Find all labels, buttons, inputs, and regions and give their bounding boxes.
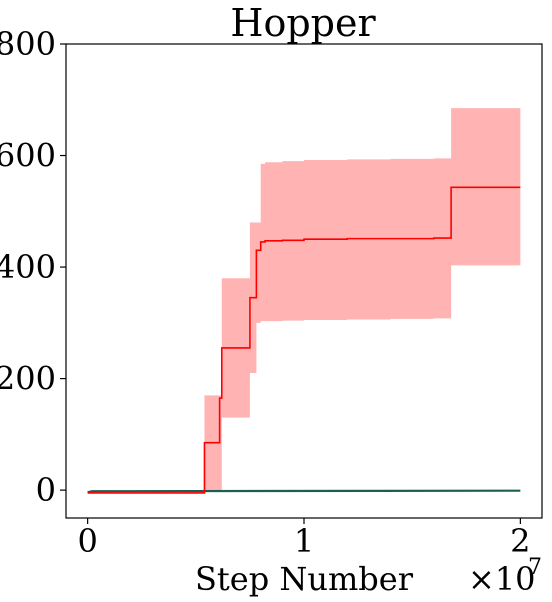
chart-title: Hopper bbox=[230, 1, 376, 45]
y-tick-label: 400 bbox=[0, 248, 56, 286]
x-tick-label: 0 bbox=[77, 522, 97, 560]
series-0-confidence-band bbox=[87, 108, 521, 493]
series-0-line bbox=[87, 186, 521, 494]
x-axis-multiplier: ×10 7 bbox=[468, 555, 542, 598]
x-tick-label: 1 bbox=[294, 522, 314, 560]
x-multiplier-base: ×10 bbox=[468, 560, 536, 598]
plot-area bbox=[87, 108, 521, 494]
y-tick-label: 0 bbox=[36, 471, 56, 509]
x-axis-label: Step Number bbox=[195, 560, 414, 598]
y-tick-label: 800 bbox=[0, 25, 56, 63]
x-tick-label: 2 bbox=[510, 522, 530, 560]
y-tick-label: 600 bbox=[0, 137, 56, 175]
axes: 0 1 2 0 200 400 600 800 bbox=[0, 25, 531, 560]
x-multiplier-exponent: 7 bbox=[528, 555, 542, 580]
series-1-line bbox=[87, 489, 521, 494]
y-tick-label: 200 bbox=[0, 360, 56, 398]
